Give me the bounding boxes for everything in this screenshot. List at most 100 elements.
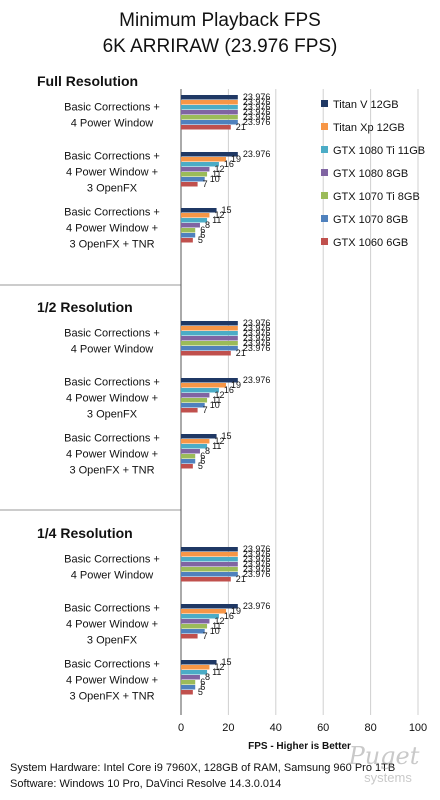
bar <box>181 619 210 624</box>
data-label: 5 <box>198 687 203 697</box>
puget-systems-logo: Puget systems <box>348 742 420 785</box>
bar <box>181 125 231 130</box>
data-label: 15 <box>222 205 232 215</box>
category-label: 3 OpenFX + TNR <box>69 691 154 703</box>
data-label: 12 <box>214 662 224 672</box>
section-title: 1/4 Resolution <box>37 525 133 541</box>
bar <box>181 670 208 675</box>
bar-chart: 0 20 40 60 80 100 FPS - Higher is Better Full R… <box>0 73 427 752</box>
data-label: 11 <box>212 667 221 677</box>
bar <box>181 434 217 439</box>
bar <box>181 228 196 233</box>
legend-swatch <box>321 146 328 153</box>
category-label: 4 Power Window + <box>66 393 158 405</box>
data-label: 23.976 <box>243 375 271 385</box>
bar <box>181 115 238 120</box>
bar <box>181 172 208 177</box>
data-label: 21 <box>236 574 246 584</box>
x-tick-label: 40 <box>270 722 282 734</box>
category-label: 4 Power Window + <box>66 449 158 461</box>
bar <box>181 629 205 634</box>
bar <box>181 634 198 639</box>
legend-swatch <box>321 215 328 222</box>
bar <box>181 685 196 690</box>
logo-sub-text: systems <box>364 770 412 785</box>
bar <box>181 449 200 454</box>
data-label: 7 <box>203 631 208 641</box>
legend-label: GTX 1080 8GB <box>333 168 408 180</box>
data-label: 11 <box>212 169 221 179</box>
data-label: 23.976 <box>243 149 271 159</box>
data-label: 8 <box>205 672 210 682</box>
bar <box>181 675 200 680</box>
category-label: 4 Power Window <box>71 570 154 582</box>
bar <box>181 182 198 187</box>
bar <box>181 557 238 562</box>
legend-label: Titan V 12GB <box>333 99 399 111</box>
data-label: 6 <box>200 230 205 240</box>
data-label: 23.976 <box>243 601 271 611</box>
data-label: 21 <box>236 122 246 132</box>
chart-title: Minimum Playback FPS <box>119 10 321 31</box>
data-label: 6 <box>200 682 205 692</box>
data-label: 10 <box>210 626 220 636</box>
data-label: 6 <box>200 225 205 235</box>
category-label: Basic Corrections + <box>64 102 160 114</box>
bar <box>181 177 205 182</box>
data-label: 23.976 <box>243 343 271 353</box>
legend-swatch <box>321 192 328 199</box>
footer-hardware: System Hardware: Intel Core i9 7960X, 12… <box>10 762 396 774</box>
chart-subtitle: 6K ARRIRAW (23.976 FPS) <box>102 36 338 57</box>
data-label: 19 <box>231 154 241 164</box>
bar <box>181 690 193 695</box>
data-label: 16 <box>224 159 234 169</box>
bar <box>181 218 208 223</box>
bar <box>181 660 217 665</box>
bar <box>181 609 227 614</box>
data-label: 12 <box>214 210 224 220</box>
bar <box>181 321 238 326</box>
data-label: 10 <box>210 400 220 410</box>
bar <box>181 680 196 685</box>
category-label: 3 OpenFX <box>87 635 138 647</box>
category-label: 4 Power Window + <box>66 675 158 687</box>
category-label: Basic Corrections + <box>64 603 160 615</box>
bar <box>181 562 238 567</box>
section-title: 1/2 Resolution <box>37 299 133 315</box>
category-label: Basic Corrections + <box>64 207 160 219</box>
data-label: 8 <box>205 446 210 456</box>
bar <box>181 552 238 557</box>
x-tick-label: 100 <box>409 722 427 734</box>
data-label: 23.976 <box>243 92 271 102</box>
data-label: 11 <box>212 441 221 451</box>
data-label: 23.976 <box>243 112 271 122</box>
legend-label: GTX 1070 8GB <box>333 214 408 226</box>
data-label: 23.976 <box>243 107 271 117</box>
category-label: 4 Power Window + <box>66 619 158 631</box>
data-label: 23.976 <box>243 102 271 112</box>
data-label: 23.976 <box>243 549 271 559</box>
bar <box>181 454 196 459</box>
data-label: 15 <box>222 657 232 667</box>
data-label: 23.976 <box>243 318 271 328</box>
bar <box>181 120 238 125</box>
data-label: 5 <box>198 235 203 245</box>
bar <box>181 162 219 167</box>
category-label: Basic Corrections + <box>64 659 160 671</box>
x-tick-label: 0 <box>178 722 184 734</box>
data-label: 10 <box>210 174 220 184</box>
data-label: 11 <box>212 621 221 631</box>
data-label: 23.976 <box>243 117 271 127</box>
bar <box>181 393 210 398</box>
bar <box>181 439 210 444</box>
bar <box>181 464 193 469</box>
bar <box>181 167 210 172</box>
data-label: 12 <box>214 390 224 400</box>
bar <box>181 336 238 341</box>
category-label: 4 Power Window <box>71 118 154 130</box>
category-label: 4 Power Window + <box>66 223 158 235</box>
data-label: 23.976 <box>243 333 271 343</box>
category-label: Basic Corrections + <box>64 151 160 163</box>
data-label: 7 <box>203 405 208 415</box>
data-label: 21 <box>236 348 246 358</box>
